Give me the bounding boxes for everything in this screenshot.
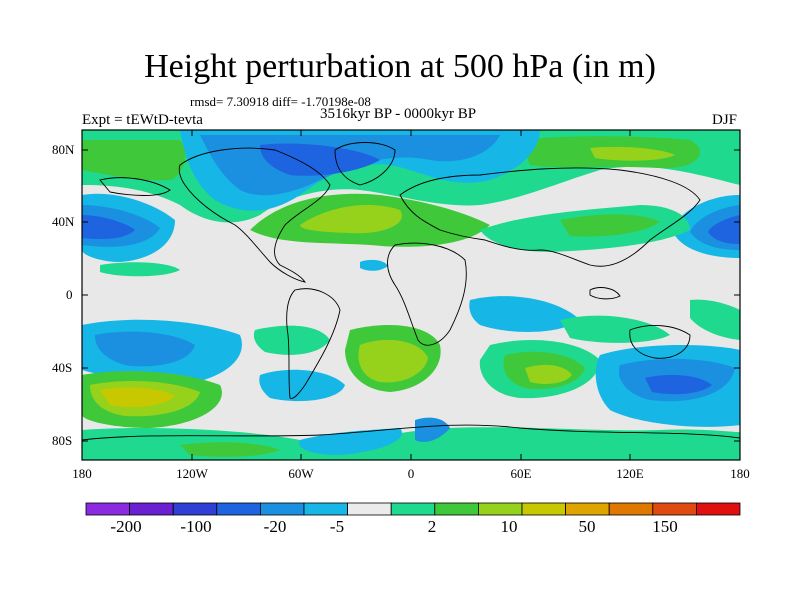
colorbar-box bbox=[129, 502, 174, 516]
coastlines bbox=[82, 142, 740, 441]
colorbar-box bbox=[85, 502, 130, 516]
colorbar-box bbox=[652, 502, 697, 516]
lat-label: 80N bbox=[52, 142, 75, 157]
lon-label: 120W bbox=[176, 466, 208, 481]
lon-label: 120E bbox=[616, 466, 644, 481]
colorbar-box bbox=[259, 502, 305, 516]
colorbar-label: -5 bbox=[329, 517, 345, 536]
lon-label: 60E bbox=[510, 466, 532, 481]
colorbar-label: 150 bbox=[652, 517, 678, 536]
season-label: DJF bbox=[712, 112, 738, 128]
lat-label: 0 bbox=[66, 287, 73, 302]
colorbar-label: 50 bbox=[578, 517, 596, 536]
colorbar-box bbox=[608, 502, 654, 516]
plot-title: Height perturbation at 500 hPa (in m) bbox=[144, 48, 656, 85]
colorbar-label: 2 bbox=[427, 517, 437, 536]
axis-ticks bbox=[81, 130, 741, 460]
colorbar-box bbox=[303, 502, 348, 516]
lat-label: 40S bbox=[52, 360, 73, 375]
colorbar-label: -100 bbox=[180, 517, 212, 536]
colorbar-box bbox=[347, 502, 392, 516]
colorbar-box bbox=[390, 502, 436, 516]
colorbar bbox=[85, 502, 741, 516]
stats-label: rmsd= 7.30918 diff= -1.70198e-08 bbox=[190, 94, 371, 109]
map-field bbox=[82, 130, 740, 460]
colorbar-box bbox=[216, 502, 261, 516]
lon-label: 60W bbox=[288, 466, 314, 481]
colorbar-box bbox=[434, 502, 479, 516]
period-label: 3516kyr BP - 0000kyr BP bbox=[320, 106, 477, 122]
lon-label: 0 bbox=[407, 466, 415, 481]
colorbar-box bbox=[696, 502, 741, 516]
colorbar-label: -200 bbox=[110, 517, 142, 536]
lon-label: 180 bbox=[72, 466, 92, 481]
colorbar-box bbox=[477, 502, 523, 516]
experiment-label: Expt = tEWtD-tevta bbox=[82, 112, 203, 128]
lat-label: 80S bbox=[52, 433, 73, 448]
lat-label: 40N bbox=[52, 214, 75, 229]
colorbar-box bbox=[521, 502, 566, 516]
colorbar-label: -20 bbox=[263, 517, 287, 536]
lon-label: 180 bbox=[730, 466, 750, 481]
colorbar-box bbox=[565, 502, 610, 516]
colorbar-label: 10 bbox=[500, 517, 518, 536]
colorbar-box bbox=[172, 502, 218, 516]
